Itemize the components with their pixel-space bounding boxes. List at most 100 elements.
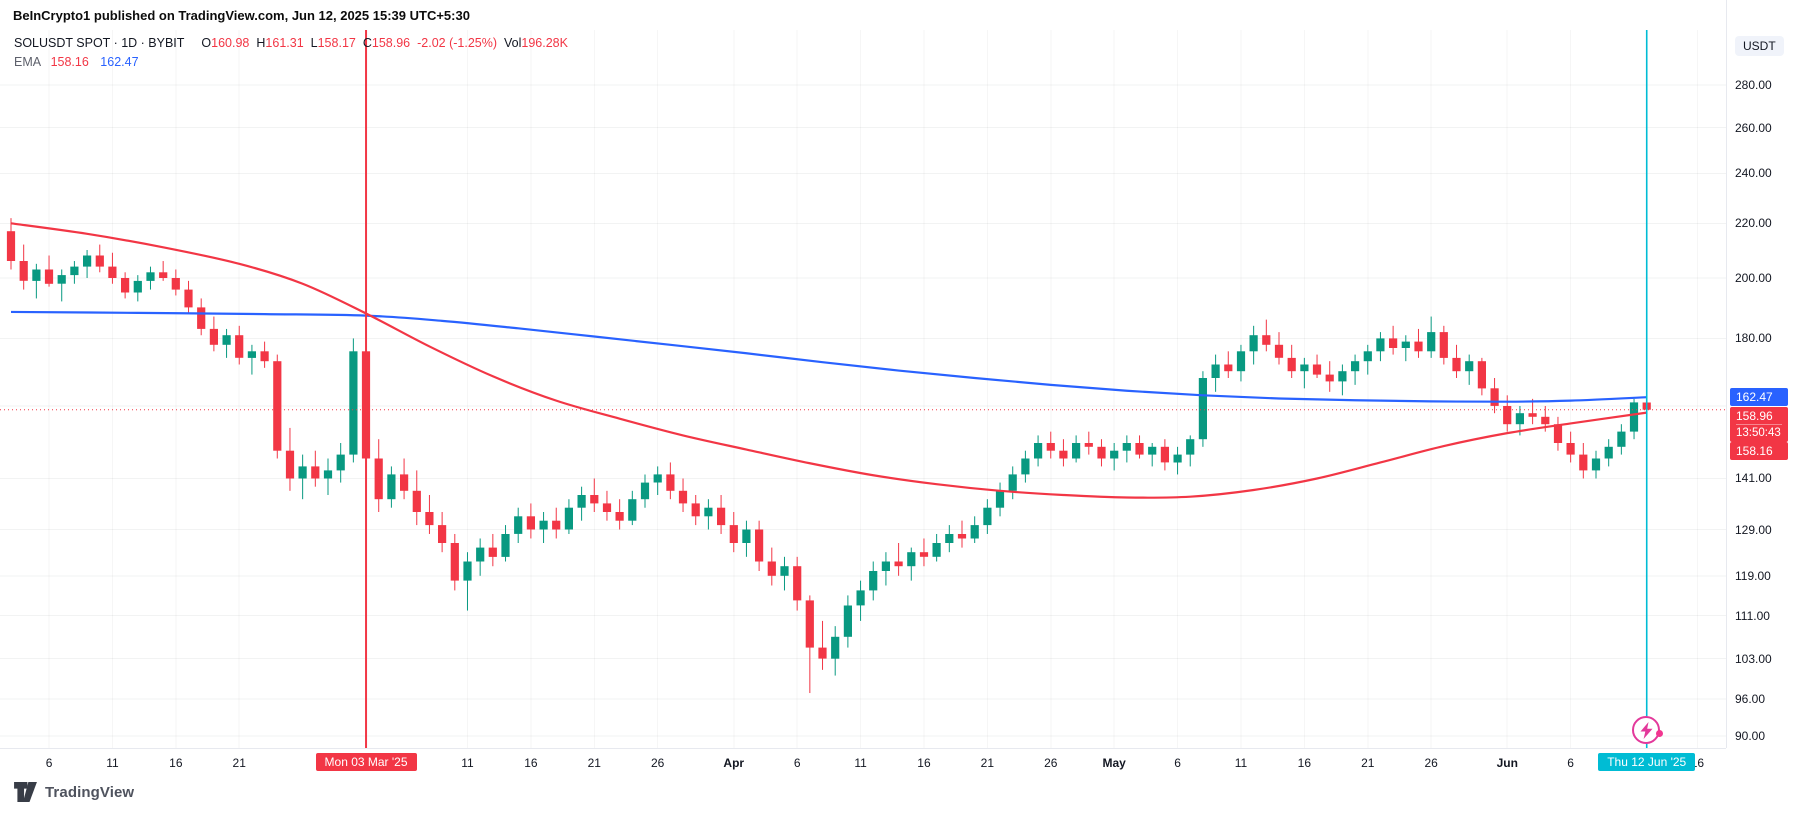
candle	[57, 275, 66, 284]
publish-attribution: BeInCrypto1 published on TradingView.com…	[13, 8, 470, 23]
candle	[1427, 332, 1436, 352]
candle	[1604, 446, 1613, 459]
time-axis[interactable]: 6 11 16 21 11 16 21 26 Apr 6 11 16 21 26 May 6 11 16 21 26 J…	[0, 748, 1726, 776]
candle	[767, 561, 776, 576]
candle	[1034, 443, 1043, 459]
candle	[869, 571, 878, 591]
candle	[552, 520, 561, 530]
candle	[425, 512, 434, 526]
candle	[222, 335, 231, 345]
candle	[146, 272, 155, 281]
time-axis-tick: 6	[1567, 756, 1574, 770]
ema-legend-row[interactable]: EMA 158.16 162.47	[14, 55, 139, 69]
candle	[628, 499, 637, 521]
high-label: H	[256, 36, 266, 50]
candle	[1084, 443, 1093, 447]
time-axis-tick: Apr	[723, 756, 745, 770]
candle	[995, 490, 1005, 508]
time-event-badge-jun-12-event: Thu 12 Jun '25	[1598, 753, 1696, 771]
candle	[907, 552, 916, 567]
candle	[932, 543, 941, 557]
candle	[32, 269, 41, 281]
candle	[273, 361, 282, 451]
candle	[1224, 364, 1233, 372]
symbol-legend-row[interactable]: SOLUSDT SPOT · 1D · BYBIT O 160.98 H 161.3…	[14, 36, 568, 50]
close-value: 158.96	[371, 36, 411, 50]
flash-event-icon[interactable]	[1632, 716, 1660, 744]
candle	[1325, 374, 1334, 382]
candle	[121, 278, 130, 293]
candle	[704, 507, 713, 517]
time-axis-tick: May	[1102, 756, 1126, 770]
close-label: C	[362, 36, 372, 50]
candle	[1097, 446, 1106, 459]
price-axis-label: 200.00	[1735, 270, 1772, 285]
candle	[1110, 450, 1119, 459]
candle	[526, 516, 535, 530]
candle	[818, 647, 827, 659]
candle	[1236, 351, 1246, 372]
price-axis-label: 129.00	[1735, 522, 1772, 537]
currency-badge[interactable]: USDT	[1735, 36, 1784, 56]
volume-value: 196.28K	[521, 36, 568, 50]
candle	[1452, 357, 1461, 372]
candle	[742, 529, 751, 543]
candle	[691, 503, 700, 517]
low-label: L	[310, 36, 318, 50]
candle	[666, 474, 675, 491]
candle	[463, 561, 472, 581]
candle	[1173, 454, 1182, 463]
ema-slow-value: 162.47	[100, 55, 139, 69]
candle	[476, 547, 485, 562]
candle	[1046, 443, 1055, 451]
time-axis-tick: 16	[524, 756, 538, 770]
footer-brand[interactable]: TradingView	[14, 782, 134, 802]
candle	[1262, 335, 1271, 345]
candle	[1287, 357, 1296, 372]
candle	[514, 516, 523, 534]
candle	[336, 454, 345, 471]
ema-fast-value: 158.16	[50, 55, 89, 69]
time-axis-tick: 16	[917, 756, 931, 770]
price-axis[interactable]: USDT 280.00 260.00 240.00 220.00 200.00 180.0…	[1726, 0, 1814, 748]
candle	[615, 512, 624, 521]
candle	[159, 272, 168, 278]
candle	[311, 466, 320, 479]
candle	[1300, 364, 1309, 372]
candle	[539, 520, 548, 530]
candles	[6, 218, 1651, 694]
candle	[1148, 446, 1157, 455]
candle	[881, 561, 890, 571]
candle	[919, 552, 929, 557]
ema-fast-line	[10, 222, 1647, 499]
candle	[1135, 443, 1144, 455]
lightning-bolt-icon	[1640, 721, 1652, 739]
candle	[793, 566, 802, 601]
candle	[83, 255, 92, 267]
candle	[488, 547, 497, 557]
price-axis-label: 280.00	[1735, 78, 1772, 92]
candle	[95, 255, 104, 267]
candle	[970, 525, 979, 539]
candle	[209, 328, 218, 345]
candle	[602, 503, 612, 512]
ema-slow-price-badge: 162.47	[1730, 388, 1788, 407]
candle	[1249, 335, 1258, 352]
time-axis-tick: 11	[854, 756, 867, 770]
candle	[1579, 454, 1588, 471]
ema-label: EMA	[14, 55, 42, 69]
candle	[717, 507, 726, 526]
price-axis-label: 103.00	[1735, 651, 1772, 666]
candle	[1198, 378, 1207, 440]
candle	[1008, 474, 1017, 491]
candle	[171, 278, 180, 290]
candle	[1401, 341, 1410, 348]
candle	[1503, 406, 1512, 425]
time-event-badge-mar-3-event: Mon 03 Mar '25	[315, 753, 417, 771]
candle	[1338, 371, 1347, 382]
chart-canvas[interactable]	[0, 0, 1726, 748]
candle	[640, 482, 650, 500]
candle	[1376, 338, 1385, 352]
time-axis-tick: 11	[1234, 756, 1248, 770]
